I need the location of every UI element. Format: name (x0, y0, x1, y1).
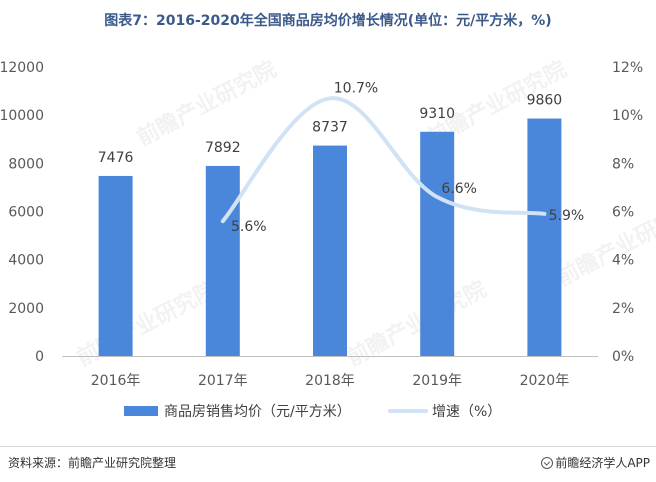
watermark-text: 前瞻产业研究院 (73, 276, 221, 371)
y-left-tick-label: 4000 (8, 253, 44, 269)
x-tick-label: 2019年 (412, 373, 462, 389)
bar-data-label: 9310 (419, 106, 455, 122)
brand-logo-icon (541, 456, 554, 469)
bar-data-label: 7476 (98, 150, 134, 166)
legend-label-price: 商品房销售均价（元/平方米） (164, 404, 351, 420)
bar-data-label: 8737 (312, 120, 348, 136)
bar (98, 175, 133, 356)
y-right-tick-label: 6% (612, 205, 634, 221)
bar-data-label: 7892 (205, 140, 241, 156)
bar (313, 145, 347, 356)
chart-title: 图表7：2016-2020年全国商品房均价增长情况(单位：元/平方米，%) (104, 13, 552, 29)
y-right-tick-label: 10% (612, 108, 643, 124)
x-tick-label: 2018年 (305, 373, 355, 389)
watermark-text: 前瞻产业研究院 (133, 56, 281, 151)
bar (527, 118, 562, 356)
y-right-tick-label: 4% (612, 253, 634, 269)
y-left-tick-label: 12000 (0, 60, 44, 76)
y-right-tick-label: 0% (612, 349, 634, 365)
y-left-tick-label: 10000 (0, 108, 44, 124)
y-right-tick-label: 2% (612, 301, 634, 317)
source-note: 资料来源：前瞻产业研究院整理 (8, 456, 177, 470)
brand-mark: 前瞻经济学人APP (541, 454, 650, 471)
bar-data-label: 9860 (527, 93, 563, 109)
y-right-tick-label: 8% (612, 156, 634, 172)
growth-data-label: 6.6% (441, 181, 477, 197)
x-tick-label: 2016年 (91, 373, 141, 389)
bars-layer (98, 118, 562, 356)
y-left-tick-label: 0 (35, 349, 44, 365)
legend-swatch-bar (124, 406, 158, 416)
y-left-tick-label: 8000 (8, 156, 44, 172)
brand-name: 前瞻经济学人APP (555, 456, 650, 470)
legend: 商品房销售均价（元/平方米） 增速（%） (124, 404, 501, 420)
axes-layer: 0 2000 4000 6000 8000 10000 12000 0% 2% 4% 6% 8% 10%… (0, 60, 643, 389)
x-tick-label: 2020年 (520, 373, 570, 389)
watermark-text: 前瞻产业研究院 (343, 276, 491, 371)
y-right-tick-label: 12% (612, 60, 643, 76)
growth-line (220, 96, 547, 224)
x-tick-label: 2017年 (198, 373, 248, 389)
growth-data-label: 10.7% (334, 80, 378, 96)
footer-divider (0, 446, 656, 447)
growth-data-label: 5.6% (231, 219, 267, 235)
y-left-tick-label: 2000 (8, 301, 44, 317)
legend-label-growth: 增速（%） (432, 404, 501, 420)
growth-data-label: 5.9% (549, 208, 585, 224)
labels-layer: 7476 7892 8737 9310 9860 5.6% 10.7% 6.6% 5.9% (98, 80, 584, 235)
bar (420, 131, 455, 356)
y-left-tick-label: 6000 (8, 205, 44, 221)
line-layer (220, 96, 547, 224)
bar (205, 165, 240, 356)
